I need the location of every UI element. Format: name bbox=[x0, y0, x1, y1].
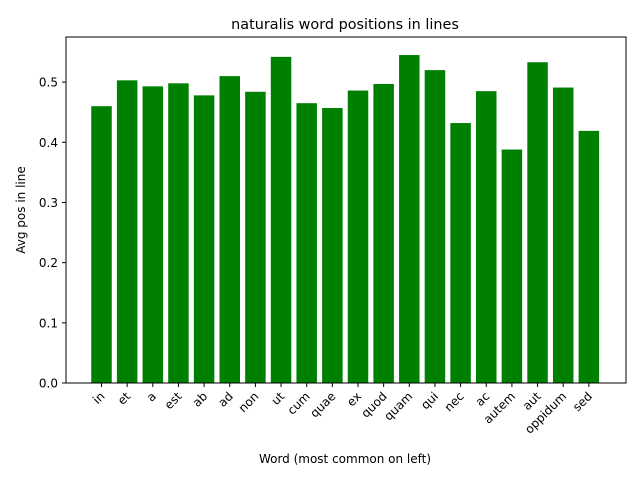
bar-cum bbox=[296, 103, 317, 383]
bar-in bbox=[91, 106, 112, 383]
bar-ad bbox=[219, 76, 240, 384]
bar-aut bbox=[527, 62, 548, 384]
y-tick-label: 0.4 bbox=[39, 136, 58, 150]
bar-group bbox=[91, 55, 600, 384]
y-tick-label: 0.5 bbox=[39, 76, 58, 90]
plot-frame bbox=[65, 36, 627, 384]
bar-non bbox=[245, 91, 266, 383]
bar-nec bbox=[450, 123, 471, 384]
y-tick-label: 0.3 bbox=[39, 196, 58, 210]
bar-et bbox=[116, 80, 138, 383]
chart-title: naturalis word positions in lines bbox=[231, 17, 459, 33]
bar-oppidum bbox=[552, 87, 574, 384]
y-tick-label: 0.1 bbox=[39, 316, 58, 330]
bar-quod bbox=[373, 83, 394, 383]
y-axis-label: Avg pos in line bbox=[14, 166, 28, 253]
bar-ex bbox=[347, 90, 369, 384]
y-tick-label: 0.0 bbox=[39, 377, 58, 391]
bar-ab bbox=[193, 95, 215, 384]
bar-quae bbox=[322, 108, 343, 383]
bar-est bbox=[168, 83, 189, 383]
x-axis-label: Word (most common on left) bbox=[259, 452, 431, 466]
bar-ac bbox=[476, 91, 497, 383]
bar-sed bbox=[578, 130, 600, 383]
y-tick-label: 0.2 bbox=[39, 256, 58, 270]
bar-autem bbox=[501, 149, 523, 383]
bar-qui bbox=[424, 70, 446, 383]
bar-quam bbox=[399, 55, 420, 384]
bar-a bbox=[142, 86, 164, 383]
bar-ut bbox=[270, 56, 292, 384]
y-axis-ticks: 0.0 0.1 0.2 0.3 0.4 0.5 bbox=[39, 76, 66, 391]
